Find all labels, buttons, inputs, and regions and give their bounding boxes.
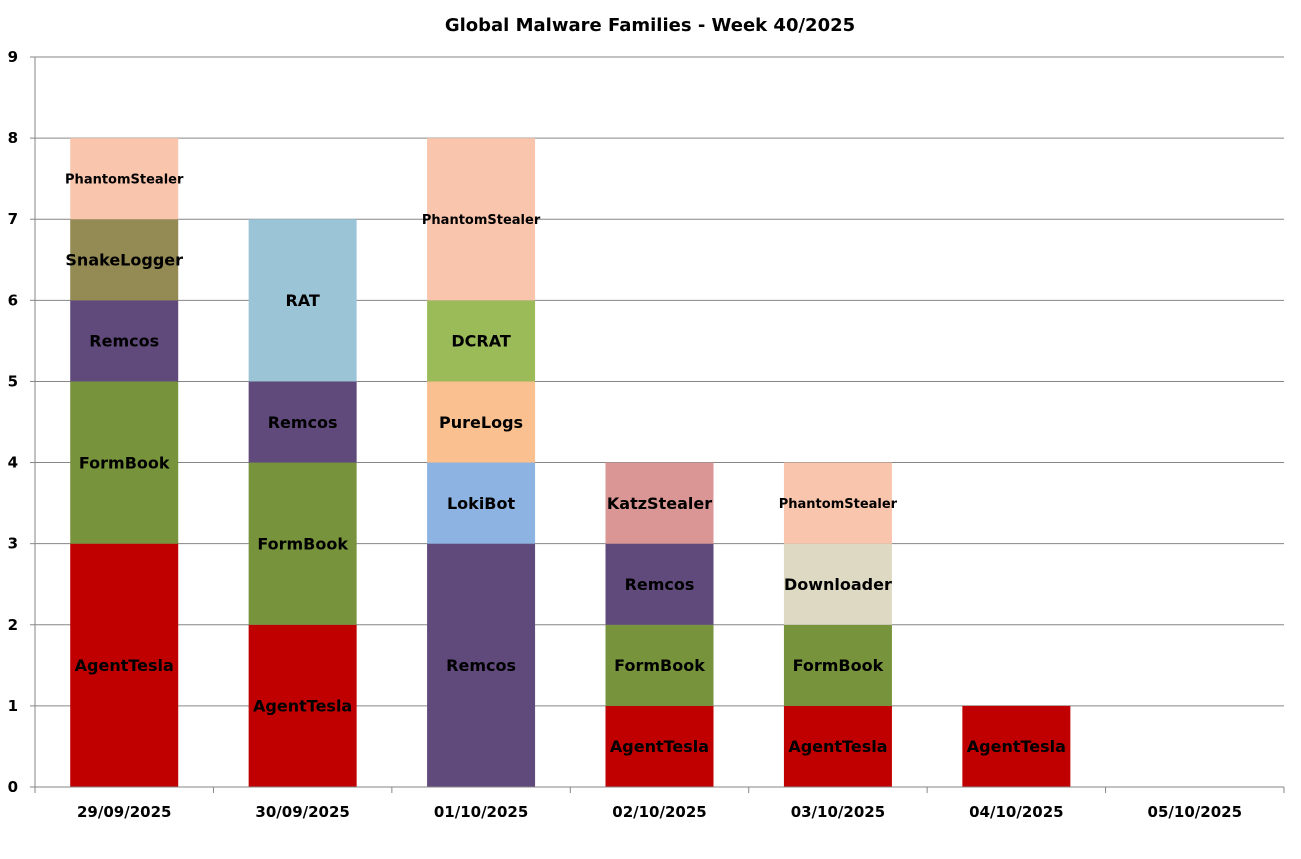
segment-label: Remcos — [625, 575, 695, 594]
bar-segment — [605, 462, 714, 544]
segment-label: FormBook — [614, 656, 705, 675]
y-tick-label: 6 — [8, 291, 18, 309]
x-tick-label: 04/10/2025 — [969, 803, 1063, 821]
bar-segment — [427, 462, 536, 544]
chart-title: Global Malware Families - Week 40/2025 — [445, 15, 855, 36]
bar-segment — [962, 705, 1071, 787]
x-tick-label: 01/10/2025 — [434, 803, 528, 821]
bar-segment — [248, 462, 357, 625]
y-tick-label: 9 — [8, 48, 18, 66]
bar-segment — [783, 543, 892, 625]
bar-segment — [427, 381, 536, 463]
bar-segment — [427, 543, 536, 787]
segment-label: PhantomStealer — [779, 497, 898, 512]
y-tick-label: 4 — [8, 454, 18, 472]
y-tick-label: 8 — [8, 129, 18, 147]
bar-segment — [783, 705, 892, 787]
bar-segment — [427, 138, 536, 301]
segment-label: FormBook — [257, 534, 348, 553]
segment-label: AgentTesla — [75, 656, 174, 675]
x-tick-label: 02/10/2025 — [612, 803, 706, 821]
segment-label: AgentTesla — [967, 737, 1066, 756]
bar-segment — [70, 138, 179, 220]
bar-segment — [248, 624, 357, 787]
x-tick-label: 29/09/2025 — [77, 803, 171, 821]
x-tick-label: 30/09/2025 — [255, 803, 349, 821]
segment-label: AgentTesla — [610, 737, 709, 756]
segment-label: Remcos — [446, 656, 516, 675]
bar-segment — [70, 381, 179, 544]
segment-label: PhantomStealer — [65, 172, 184, 187]
y-axis-ticks: 0 1 2 3 4 5 6 7 8 9 — [8, 48, 35, 796]
segment-label: DCRAT — [451, 332, 510, 351]
segment-label: PureLogs — [439, 413, 523, 432]
segment-label: SnakeLogger — [65, 251, 183, 270]
segment-label: Remcos — [268, 413, 338, 432]
segment-label: FormBook — [793, 656, 884, 675]
segment-label: AgentTesla — [253, 697, 352, 716]
gridlines — [35, 56, 1284, 707]
bars: AgentTesla FormBook Remcos SnakeLogger Phant… — [65, 138, 1071, 787]
y-tick-label: 1 — [8, 697, 18, 715]
segment-label: AgentTesla — [788, 737, 887, 756]
segment-label: Remcos — [89, 332, 159, 351]
segment-label: PhantomStealer — [422, 213, 541, 228]
segment-label: FormBook — [79, 453, 170, 472]
segment-label: KatzStealer — [607, 494, 712, 513]
bar-segment — [70, 300, 179, 382]
segment-label: RAT — [285, 291, 319, 310]
x-axis-ticks: 29/09/2025 30/09/2025 01/10/2025 02/10/2025… — [34, 787, 1285, 821]
bar-segment — [783, 462, 892, 544]
bar-segment — [248, 381, 357, 463]
x-tick-label: 05/10/2025 — [1148, 803, 1242, 821]
y-tick-label: 5 — [8, 372, 18, 390]
y-tick-label: 0 — [8, 778, 18, 796]
bar-segment — [70, 543, 179, 787]
bar-segment — [783, 624, 892, 706]
segment-label: LokiBot — [447, 494, 516, 513]
bar-segment — [427, 300, 536, 382]
y-tick-label: 2 — [8, 616, 18, 634]
axes — [34, 57, 1284, 788]
y-tick-label: 3 — [8, 535, 18, 553]
bar-segment — [248, 219, 357, 382]
bar-segment — [605, 624, 714, 706]
y-tick-label: 7 — [8, 210, 18, 228]
bar-segment — [605, 543, 714, 625]
bar-segment — [70, 219, 179, 301]
segment-label: Downloader — [784, 575, 892, 594]
x-tick-label: 03/10/2025 — [791, 803, 885, 821]
bar-segment — [605, 705, 714, 787]
